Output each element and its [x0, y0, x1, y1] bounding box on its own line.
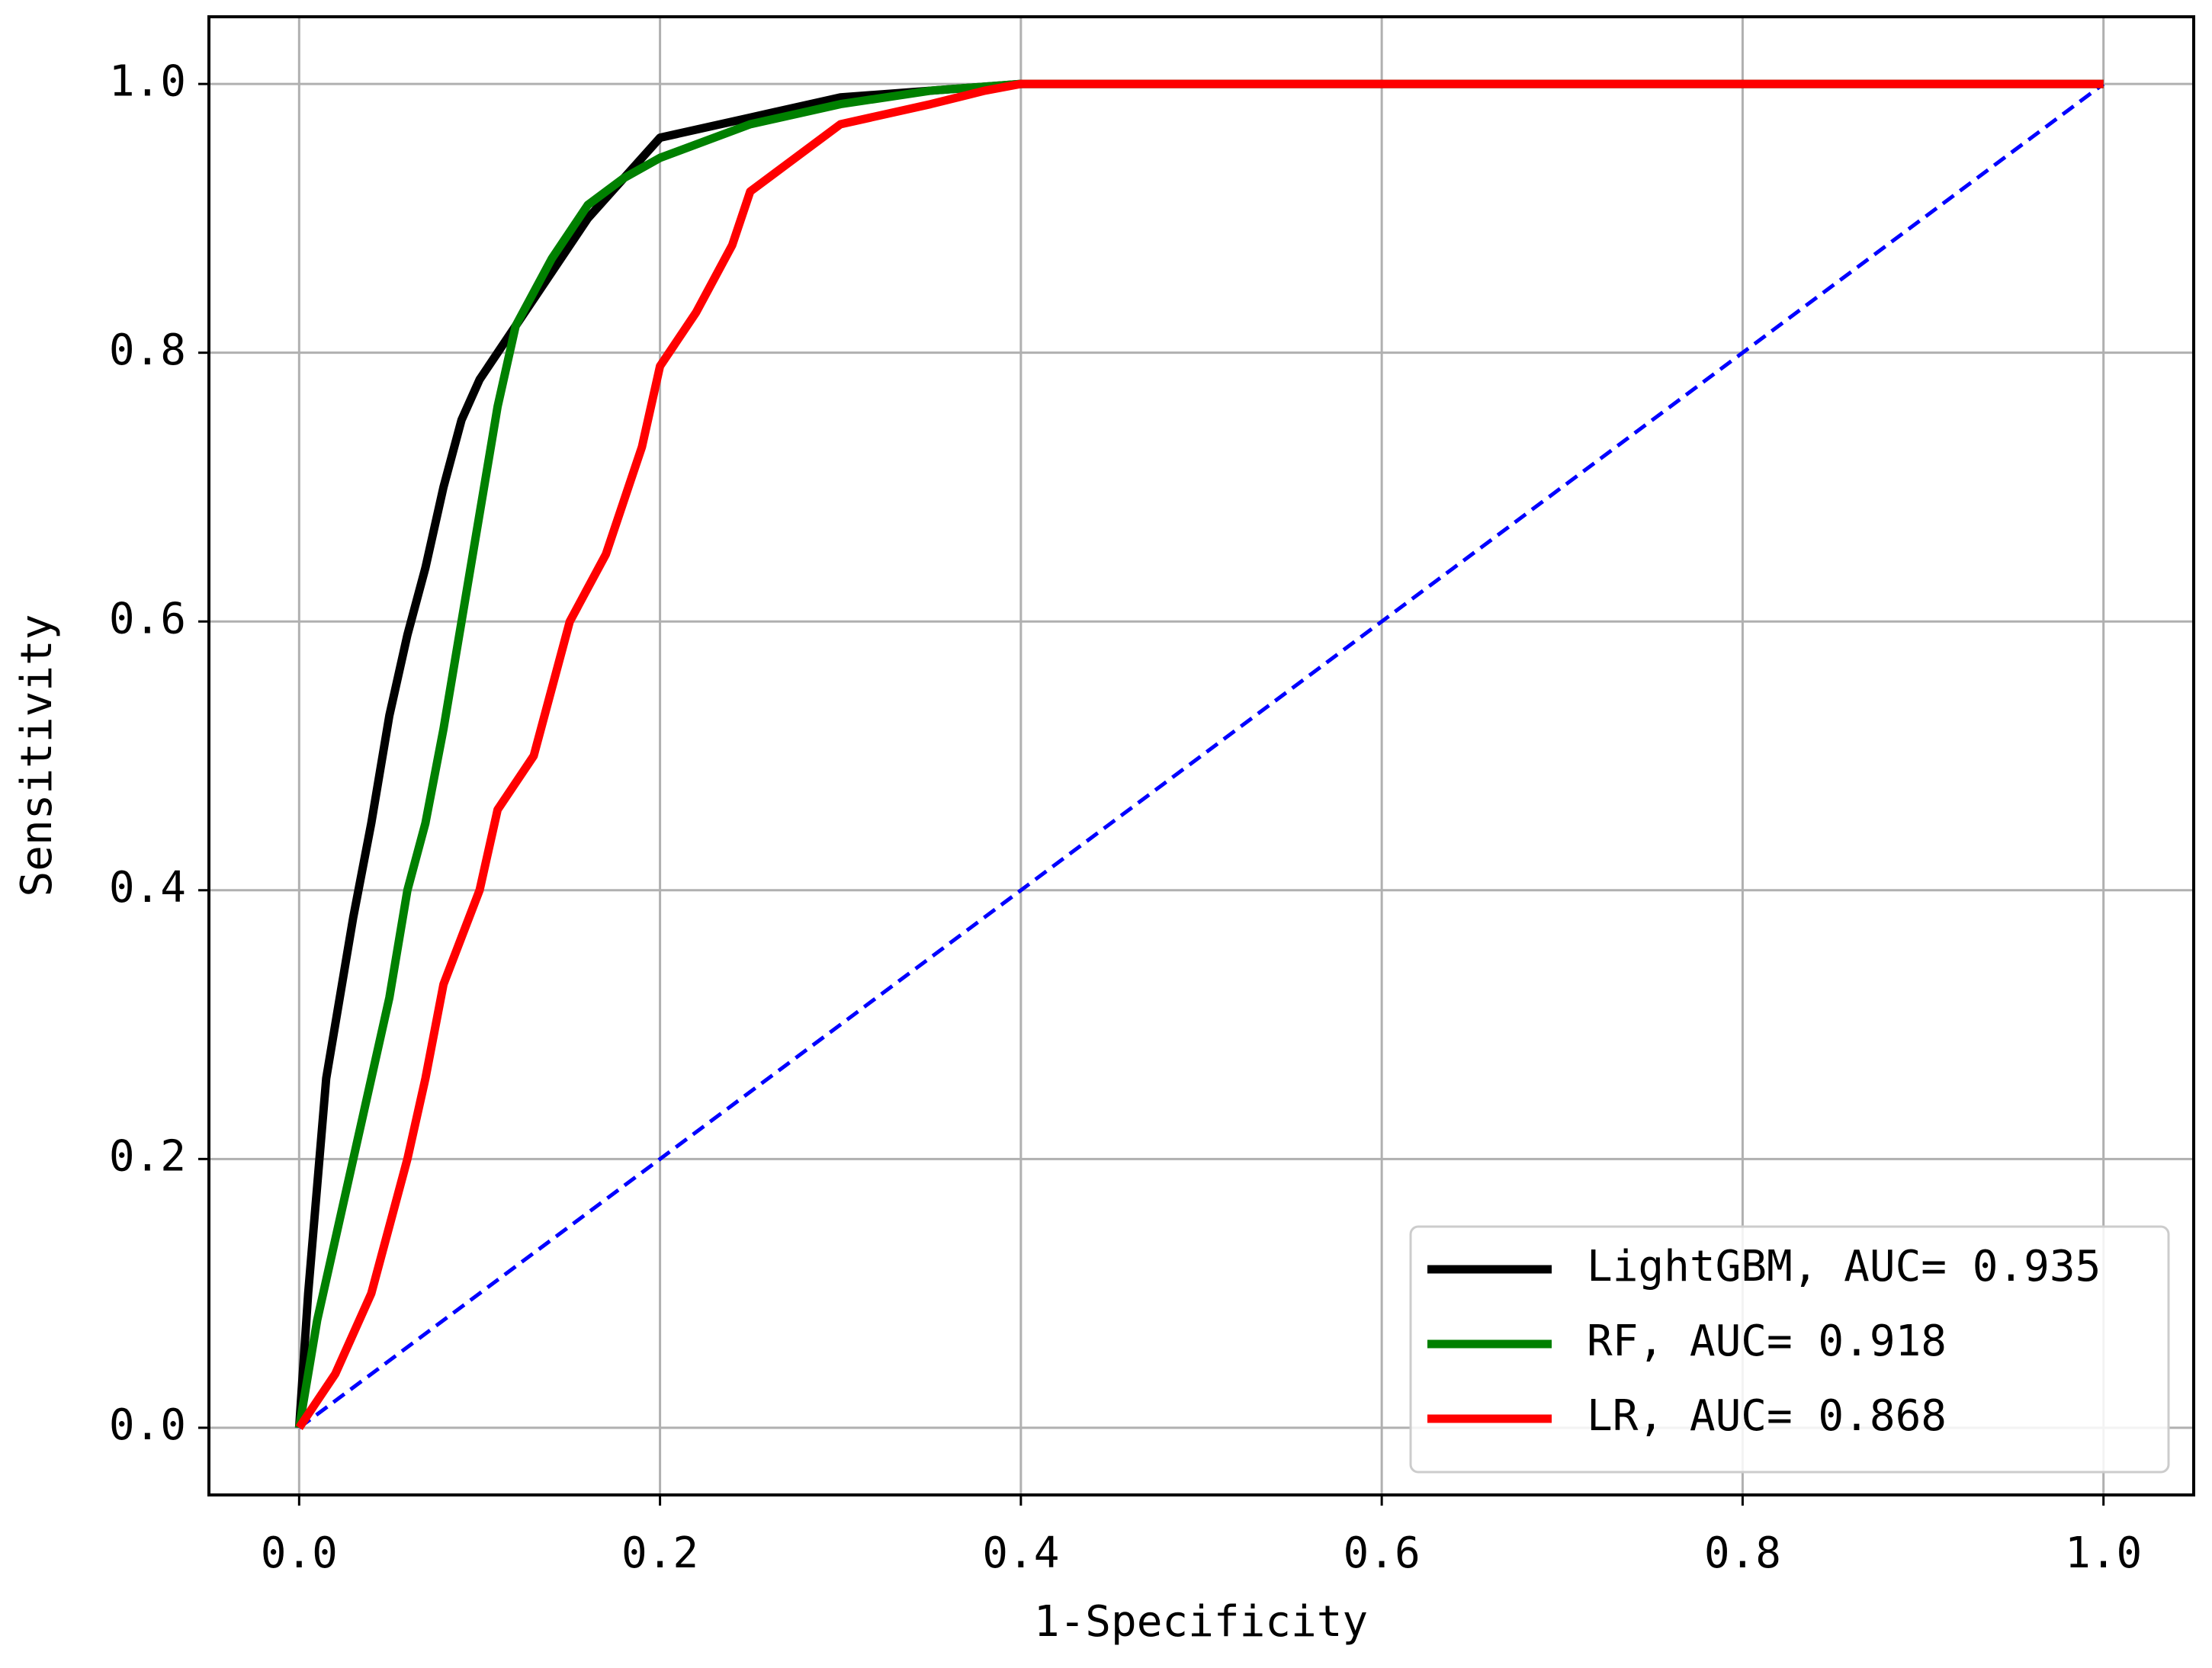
x-tick-label: 0.4: [982, 1528, 1059, 1578]
x-tick-label: 0.2: [621, 1528, 698, 1578]
y-tick-label: 0.8: [109, 326, 186, 375]
reference-line: [297, 82, 2105, 1429]
legend-label: RF, AUC= 0.918: [1587, 1317, 1947, 1366]
plot-frame: [207, 15, 2195, 1496]
x-tick-label: 1.0: [2065, 1528, 2142, 1578]
roc-curve: [294, 79, 2104, 1429]
roc-curve: [295, 79, 2104, 1430]
y-tick-label: 0.0: [109, 1400, 186, 1450]
legend-box: [1409, 1225, 2170, 1474]
y-axis-label: Sensitivity: [12, 614, 62, 897]
x-tick-label: 0.6: [1344, 1528, 1421, 1578]
x-tick-label: 0.8: [1704, 1528, 1781, 1578]
x-axis-label: 1-Specificity: [1034, 1597, 1368, 1647]
x-tick-label: 0.0: [261, 1528, 338, 1578]
legend-label: LR, AUC= 0.868: [1587, 1391, 1947, 1441]
y-tick-label: 0.4: [109, 863, 186, 913]
roc-curve: [294, 79, 2104, 1429]
y-tick-label: 0.6: [109, 594, 186, 643]
y-tick-label: 0.2: [109, 1131, 186, 1181]
legend-label: LightGBM, AUC= 0.935: [1587, 1242, 2101, 1291]
y-tick-label: 1.0: [109, 56, 186, 106]
